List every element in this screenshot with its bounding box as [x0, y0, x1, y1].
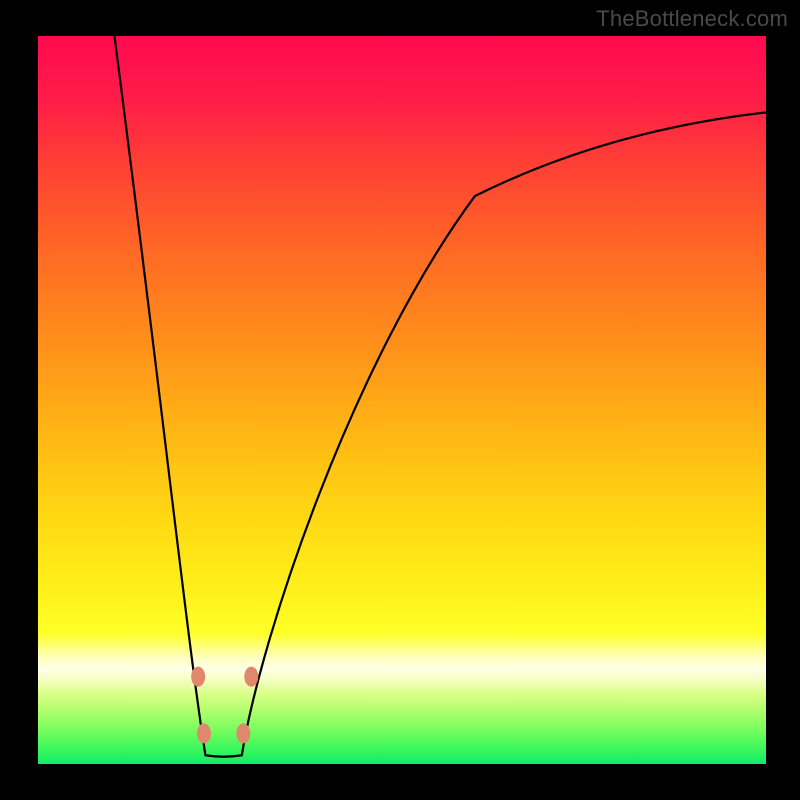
- trough-marker-2: [197, 723, 211, 743]
- trough-marker-3: [236, 723, 250, 743]
- trough-marker-0: [191, 667, 205, 687]
- watermark-text: TheBottleneck.com: [596, 6, 788, 32]
- trough-marker-1: [244, 667, 258, 687]
- bottleneck-chart: [38, 36, 766, 764]
- plot-area: [38, 36, 766, 764]
- gradient-background: [38, 36, 766, 764]
